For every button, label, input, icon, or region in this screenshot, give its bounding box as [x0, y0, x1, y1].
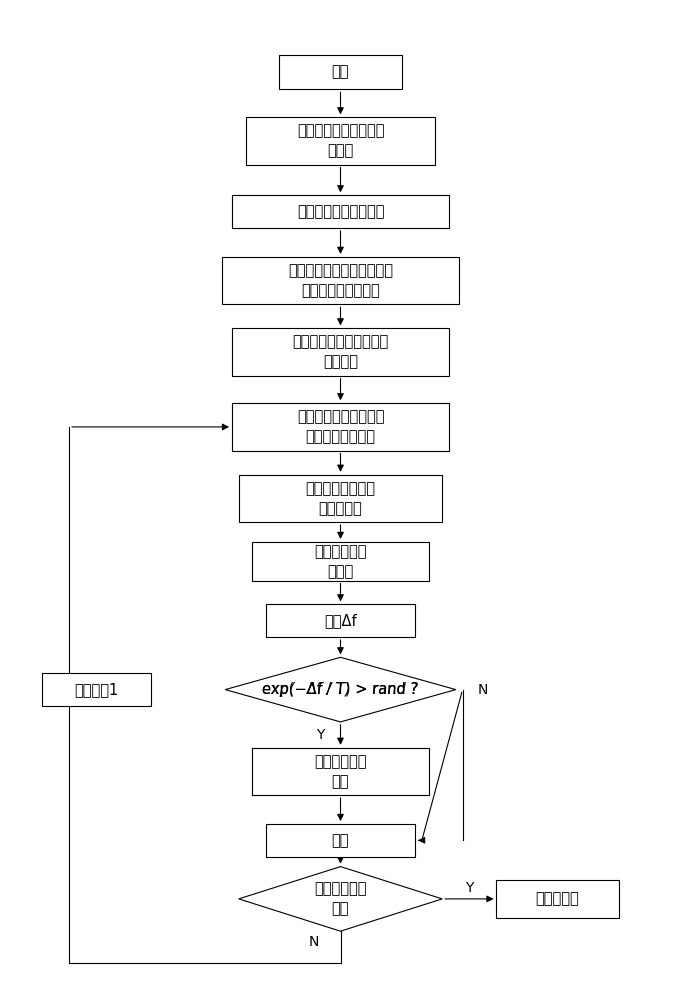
Text: 开始: 开始: [332, 65, 349, 80]
Text: N: N: [308, 935, 319, 949]
FancyBboxPatch shape: [42, 673, 151, 706]
Text: 计算每个粒子的目标函数值
并且初始化退火温度: 计算每个粒子的目标函数值 并且初始化退火温度: [288, 263, 393, 298]
Text: 输出最优解: 输出最优解: [536, 891, 580, 906]
Text: 迭代数加1: 迭代数加1: [74, 682, 118, 697]
FancyBboxPatch shape: [279, 55, 402, 89]
Text: N: N: [478, 683, 488, 697]
FancyBboxPatch shape: [253, 748, 428, 795]
Polygon shape: [239, 867, 442, 931]
FancyBboxPatch shape: [246, 117, 435, 165]
Text: 给定算法参数，初始化
粒子群: 给定算法参数，初始化 粒子群: [297, 124, 384, 158]
FancyBboxPatch shape: [232, 328, 449, 376]
FancyBboxPatch shape: [239, 475, 442, 522]
Text: Y: Y: [465, 881, 473, 895]
FancyBboxPatch shape: [496, 880, 618, 918]
FancyBboxPatch shape: [266, 604, 415, 637]
FancyBboxPatch shape: [266, 824, 415, 857]
Text: 初始化粒子位置和速度: 初始化粒子位置和速度: [297, 204, 384, 219]
Text: 接受新位置和
速度: 接受新位置和 速度: [314, 754, 367, 789]
Text: 更新粒子个体极值
和群体极值: 更新粒子个体极值 和群体极值: [306, 481, 375, 516]
Polygon shape: [225, 657, 456, 722]
FancyBboxPatch shape: [232, 403, 449, 451]
Text: 终止条件是否
满足: 终止条件是否 满足: [314, 881, 367, 916]
Text: 更新粒子位置
和速度: 更新粒子位置 和速度: [314, 544, 367, 579]
Text: Y: Y: [316, 728, 324, 742]
Text: 对粒子的个体极值进行
模拟退火邻域搜索: 对粒子的个体极值进行 模拟退火邻域搜索: [297, 410, 384, 444]
Text: 退温: 退温: [332, 833, 349, 848]
Text: 计算Δf: 计算Δf: [324, 613, 357, 628]
FancyBboxPatch shape: [222, 257, 459, 304]
FancyBboxPatch shape: [253, 542, 428, 581]
FancyBboxPatch shape: [232, 195, 449, 228]
Text: exp(−Δf / T) > rand ?: exp(−Δf / T) > rand ?: [262, 682, 419, 697]
Text: 初始化粒子的个体极值和
种群极值: 初始化粒子的个体极值和 种群极值: [292, 335, 389, 369]
Text: exp(−Δf / T) > rand ?: exp(−Δf / T) > rand ?: [262, 682, 419, 697]
